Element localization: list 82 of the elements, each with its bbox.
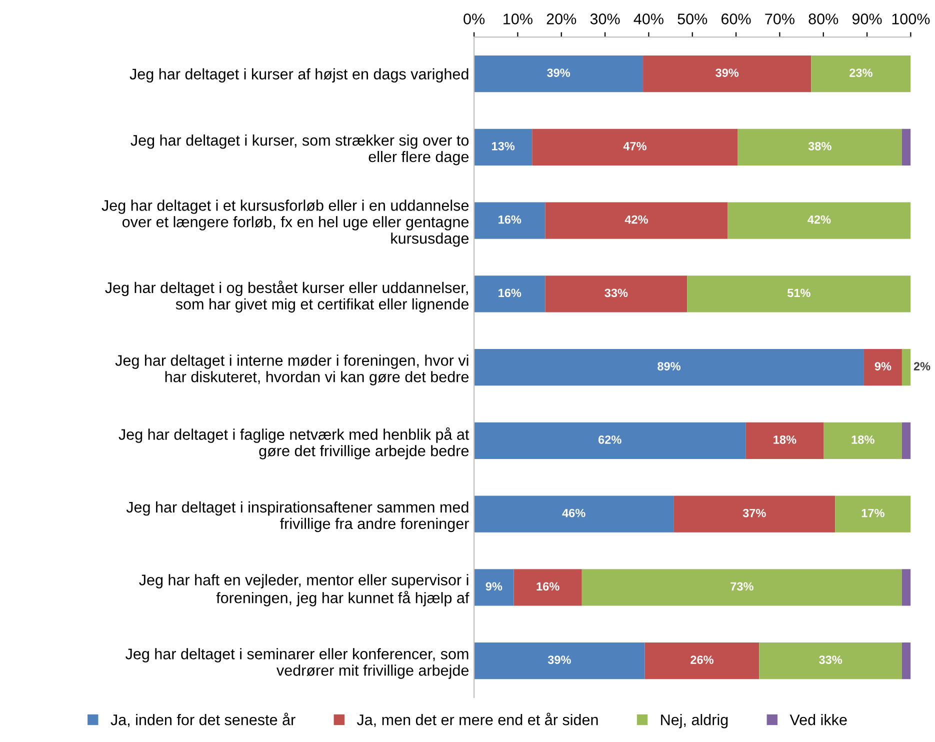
bar: [902, 348, 911, 386]
data-label: 17%: [862, 508, 884, 518]
bar: [902, 642, 911, 680]
data-label: 16%: [536, 582, 560, 591]
legend-label: Ja, men det er mere end et år siden: [356, 712, 598, 728]
bar: [824, 422, 902, 460]
bar: [474, 55, 644, 92]
data-label: 46%: [562, 508, 586, 518]
data-label: 39%: [716, 68, 739, 77]
data-label: 47%: [623, 142, 646, 150]
bar: [514, 569, 582, 606]
bar: [582, 569, 902, 606]
y-tick-label: Jeg har haft en vejleder, mentor eller supervisor i foreningen, jeg har kunnet få hjælp af: [139, 574, 470, 606]
bar: [474, 422, 746, 460]
data-label: 16%: [498, 215, 522, 224]
bar: [674, 496, 836, 532]
data-label: 9%: [486, 582, 502, 591]
x-tick-label: 100%: [892, 14, 930, 24]
bar: [746, 422, 824, 460]
bar: [687, 276, 911, 312]
bar: [835, 496, 911, 532]
x-tick-label: 10%: [504, 14, 532, 24]
bar: [902, 422, 911, 460]
y-tick-label: Jeg har deltaget i seminarer eller konferencer, som vedrører mit frivillige arbejde: [126, 648, 469, 679]
data-label: 9%: [874, 362, 892, 370]
bar: [474, 128, 532, 166]
y-tick-label: Jeg har deltaget i inspirationsaftener sammen med frivillige fra andre foreninger: [126, 501, 469, 532]
x-tick-label: 20%: [546, 14, 576, 24]
data-label: 42%: [808, 215, 831, 224]
x-tick-label: 30%: [590, 14, 620, 24]
data-label: 18%: [852, 435, 874, 444]
data-label: 39%: [548, 656, 571, 664]
bar: [644, 642, 760, 680]
bar: [474, 569, 514, 606]
y-tick-label: Jeg har deltaget i interne møder i foreningen, hvor vi har diskuteret, hvordan vi kan gøre det bedre: [115, 354, 469, 386]
x-tick-label: 90%: [852, 14, 882, 24]
data-label: 62%: [598, 435, 622, 444]
y-tick-label: Jeg har deltaget i kurser af højst en dags varighed: [130, 68, 468, 82]
bar: [738, 128, 902, 166]
bar: [474, 276, 546, 312]
x-tick-label: 70%: [765, 14, 794, 24]
data-label: 37%: [742, 508, 766, 518]
bar: [728, 202, 911, 239]
data-label: 33%: [604, 288, 628, 298]
bar: [811, 55, 911, 92]
data-label: 2%: [914, 362, 930, 370]
bar: [759, 642, 902, 680]
data-label: 39%: [546, 68, 570, 77]
y-tick-label: Jeg har deltaget i faglige netværk med henblik på at gøre det frivillige arbejde bedre: [118, 427, 470, 460]
data-label: 13%: [492, 142, 515, 150]
data-label: 42%: [624, 215, 648, 224]
legend-label: Ja, inden for det seneste år: [110, 712, 296, 728]
data-label: 18%: [774, 435, 796, 444]
legend-label: Nej, aldrig: [661, 714, 728, 728]
x-tick-label: 40%: [634, 14, 664, 24]
bar: [902, 128, 911, 166]
x-tick-label: 60%: [722, 14, 751, 24]
bar: [545, 202, 728, 239]
data-label: 73%: [730, 582, 754, 591]
x-tick-label: 50%: [678, 14, 708, 24]
data-label: 33%: [819, 656, 842, 664]
legend-label: Ved ikke: [790, 714, 847, 726]
data-label: 26%: [690, 656, 714, 664]
data-label: 51%: [787, 288, 810, 298]
x-tick-label: 0%: [464, 14, 485, 24]
y-tick-label: Jeg har deltaget i et kursusforløb eller i en uddannelse over et længere forløb, fx en hel uge eller gentagne kursusdage: [102, 200, 469, 247]
bar: [643, 55, 812, 92]
y-tick-label: Jeg har deltaget i kurser, som strækker sig over to eller flere dage: [130, 134, 469, 166]
bar: [545, 276, 688, 312]
y-tick-label: Jeg har deltaget i og bestået kurser eller uddannelser, som har givet mig et certifikat eller lignende: [105, 280, 469, 313]
data-label: 23%: [850, 68, 872, 77]
bar: [864, 348, 902, 386]
bar: [474, 496, 674, 532]
data-label: 89%: [658, 362, 681, 370]
data-label: 38%: [808, 142, 832, 150]
bar: [474, 348, 864, 386]
data-label: 16%: [498, 288, 522, 298]
bar: [474, 202, 546, 239]
bar: [902, 569, 911, 606]
bar: [474, 642, 645, 680]
x-tick-label: 80%: [808, 14, 838, 24]
bar: [532, 128, 738, 166]
